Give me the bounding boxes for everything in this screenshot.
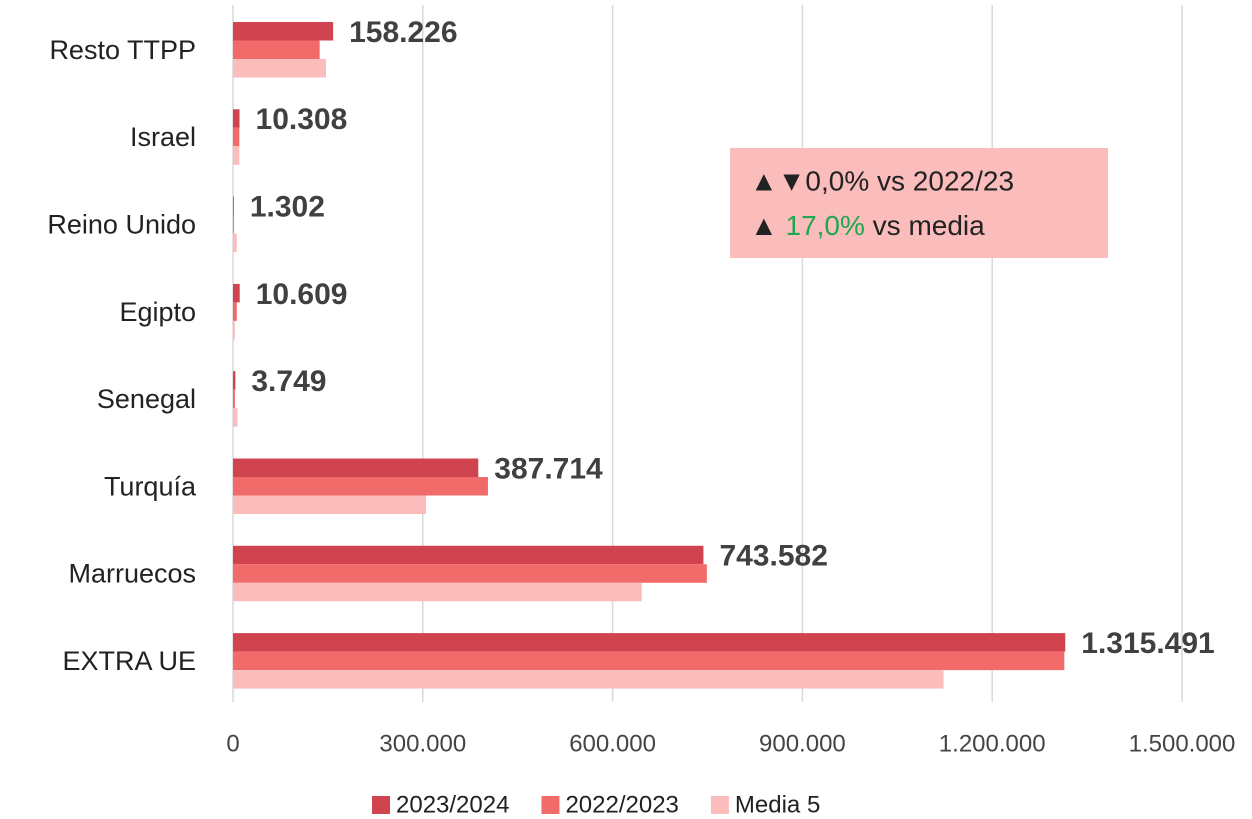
value-label: 3.749 (251, 365, 326, 398)
annotation-part: vs media (865, 210, 985, 241)
x-tick-label: 0 (226, 730, 239, 757)
bar (233, 215, 234, 234)
bar (233, 283, 240, 303)
x-tick-label: 900.000 (759, 730, 846, 757)
bar (233, 302, 237, 321)
bar (233, 146, 240, 165)
bar (233, 22, 334, 41)
bar (233, 389, 235, 409)
annotation-highlight: 17,0% (786, 210, 865, 241)
bars (233, 22, 1066, 689)
value-label: 1.315.491 (1081, 627, 1214, 660)
legend-label: 2023/2024 (396, 791, 509, 818)
bar (233, 633, 1066, 652)
bar (233, 109, 240, 128)
category-label: Israel (130, 122, 196, 152)
x-tick-label: 600.000 (569, 730, 656, 757)
value-label: 10.609 (256, 278, 348, 311)
annotation-box (730, 148, 1108, 258)
value-label: 10.308 (256, 103, 348, 136)
legend-label: 2022/2023 (565, 791, 678, 818)
value-label: 743.582 (719, 540, 827, 573)
legend-swatch (372, 796, 390, 814)
bar (233, 651, 1065, 671)
category-label: Reino Unido (47, 209, 196, 239)
x-tick-label: 1.200.000 (939, 730, 1046, 757)
bar (233, 458, 479, 477)
labels: 0 300.000 600.000 900.000 1.200.000 1.500.000… (47, 16, 1235, 818)
category-label: Resto TTPP (49, 35, 196, 65)
legend-swatch (541, 796, 560, 814)
bar (233, 564, 707, 583)
value-label: 1.302 (250, 191, 325, 224)
annotation-line: ▲ 17,0% vs media (750, 210, 985, 241)
bar (233, 670, 944, 689)
annotation-line: ▲▼0,0% vs 2022/23 (750, 165, 1014, 196)
bar (233, 320, 235, 340)
bar (233, 371, 236, 390)
legend-label: Media 5 (735, 791, 820, 818)
bar (233, 495, 426, 514)
bar (233, 59, 327, 78)
bar (233, 408, 238, 427)
x-tick-label: 300.000 (379, 730, 466, 757)
bar (233, 196, 234, 216)
category-label: Turquía (104, 471, 197, 501)
x-tick-label: 1.500.000 (1129, 730, 1236, 757)
legend-swatch (710, 796, 729, 814)
bar (233, 545, 704, 565)
bar (233, 40, 320, 59)
annotation-part: ▲ (750, 210, 786, 241)
bar (233, 233, 237, 253)
bar (233, 127, 240, 147)
category-label: Marruecos (68, 559, 196, 589)
category-label: Egipto (119, 297, 196, 327)
bar (233, 477, 488, 496)
value-label: 387.714 (494, 452, 603, 485)
category-label: Senegal (97, 384, 196, 414)
value-label: 158.226 (349, 16, 457, 49)
category-label: EXTRA UE (62, 646, 196, 676)
bar (233, 582, 642, 602)
